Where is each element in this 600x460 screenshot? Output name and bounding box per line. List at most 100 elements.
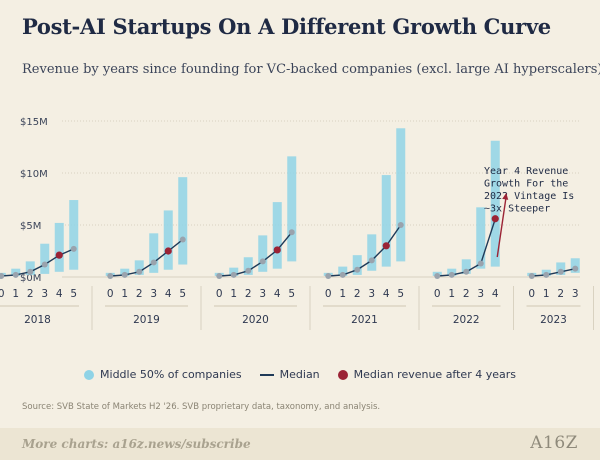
x-tick-label: 3: [477, 288, 484, 300]
x-tick-label: 1: [230, 288, 237, 300]
annotation-arrow: [496, 195, 507, 258]
x-tick-label: 2: [27, 288, 34, 300]
vintage-label: 2021: [351, 314, 378, 326]
band-swatch: [84, 369, 95, 380]
iqr-bar: [178, 177, 188, 265]
annotation-text: Growth For the: [484, 179, 568, 190]
iqr-bar: [272, 202, 282, 269]
x-tick-label: 1: [339, 288, 346, 300]
iqr-bar: [258, 235, 268, 272]
median-point: [216, 272, 223, 279]
median-point: [557, 268, 564, 275]
median-point: [259, 258, 266, 265]
x-tick-label: 4: [274, 288, 281, 300]
footer-bar: More charts: a16z.news/subscribe A16Z: [0, 428, 600, 460]
x-tick-label: 2: [354, 288, 361, 300]
annotation-text: 2022 Vintage Is: [484, 191, 574, 202]
highlight-swatch: [337, 369, 348, 380]
x-tick-label: 1: [121, 288, 128, 300]
x-tick-label: 0: [325, 288, 332, 300]
median-point: [543, 271, 550, 278]
x-tick-label: 4: [492, 288, 499, 300]
iqr-bar: [490, 140, 500, 267]
x-tick-label: 1: [448, 288, 455, 300]
median-point: [528, 272, 535, 279]
x-tick-label: 4: [383, 288, 390, 300]
highlight-point: [382, 242, 390, 250]
vintage-label: 2023: [540, 314, 567, 326]
iqr-bar: [134, 260, 144, 275]
x-tick-label: 2: [245, 288, 252, 300]
median-point: [150, 259, 157, 266]
annotation-text: Year 4 Revenue: [484, 166, 568, 177]
x-tick-label: 0: [0, 288, 5, 300]
highlight-point: [273, 246, 281, 254]
legend-band-label: Middle 50% of companies: [100, 368, 242, 381]
iqr-bar: [556, 262, 566, 275]
highlight-point: [55, 251, 63, 259]
median-swatch: [259, 373, 274, 376]
median-point: [325, 272, 332, 279]
y-tick-label: $0M: [20, 273, 41, 284]
source-note: Source: SVB State of Markets H2 '26. SVB…: [22, 402, 381, 412]
annotation-arrowhead: [502, 192, 509, 200]
iqr-bar: [367, 234, 377, 271]
median-point: [107, 272, 114, 279]
x-tick-label: 3: [368, 288, 375, 300]
x-tick-label: 0: [216, 288, 223, 300]
x-tick-label: 5: [397, 288, 404, 300]
x-tick-label: 0: [434, 288, 441, 300]
median-point: [136, 268, 143, 275]
median-point: [179, 236, 186, 243]
iqr-bar: [149, 233, 159, 273]
x-tick-label: 0: [528, 288, 535, 300]
x-tick-label: 2: [136, 288, 143, 300]
x-tick-label: 0: [107, 288, 114, 300]
x-tick-label: 4: [165, 288, 172, 300]
page-title: Post-AI Startups On A Different Growth C…: [22, 14, 551, 39]
y-tick-label: $5M: [20, 221, 41, 232]
annotation-text: ~3x Steeper: [484, 204, 550, 215]
median-point: [572, 265, 579, 272]
vintage-label: 2019: [133, 314, 160, 326]
iqr-bar: [381, 175, 391, 267]
iqr-bar: [476, 207, 486, 269]
iqr-bar: [570, 258, 580, 273]
footer-link[interactable]: More charts: a16z.news/subscribe: [22, 437, 251, 451]
median-point: [463, 268, 470, 275]
iqr-bar: [461, 259, 471, 274]
iqr-bar: [69, 200, 79, 270]
x-tick-label: 3: [150, 288, 157, 300]
iqr-bar: [40, 243, 50, 274]
legend-median-label: Median: [279, 368, 320, 381]
vintage-label: 2022: [453, 314, 480, 326]
iqr-bar: [25, 261, 35, 275]
a16z-logo: A16Z: [530, 433, 578, 453]
median-point: [354, 266, 361, 273]
median-point: [477, 260, 484, 267]
median-point: [397, 222, 404, 228]
median-point: [339, 271, 346, 278]
iqr-bar: [163, 210, 173, 270]
legend-item-dot: Median revenue after 4 years: [337, 368, 516, 381]
x-tick-label: 5: [70, 288, 77, 300]
iqr-bar: [243, 257, 253, 275]
legend-dot-label: Median revenue after 4 years: [353, 368, 516, 381]
median-point: [288, 229, 295, 236]
x-tick-label: 3: [259, 288, 266, 300]
x-tick-label: 4: [56, 288, 63, 300]
median-point: [70, 245, 77, 252]
legend: Middle 50% of companies Median Median re…: [0, 368, 600, 381]
iqr-bar: [338, 266, 348, 276]
median-point: [434, 272, 441, 279]
x-tick-label: 2: [463, 288, 470, 300]
x-tick-label: 5: [288, 288, 295, 300]
highlight-point: [491, 215, 499, 223]
x-tick-label: 3: [41, 288, 48, 300]
median-point: [41, 261, 48, 268]
vintage-label: 2020: [242, 314, 269, 326]
iqr-bar: [396, 128, 406, 262]
legend-item-band: Middle 50% of companies: [84, 368, 242, 381]
vintage-label: 2018: [24, 314, 51, 326]
median-point: [12, 271, 19, 278]
